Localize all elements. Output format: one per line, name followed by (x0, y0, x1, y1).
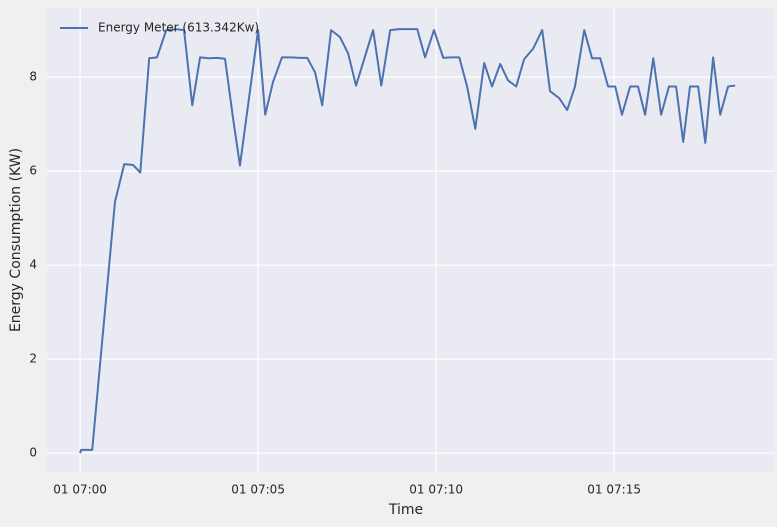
data-line (79, 28, 736, 454)
plot-area (47, 8, 774, 472)
x-tick-label: 01 07:00 (53, 483, 107, 497)
legend-label: Energy Meter (613.342Kw) (98, 21, 259, 35)
x-tick-label: 01 07:15 (587, 483, 641, 497)
y-tick-label: 2 (29, 352, 37, 366)
y-tick-label: 8 (29, 70, 37, 84)
y-axis-label: Energy Consumption (KW) (8, 148, 24, 332)
x-axis-label: Time (388, 502, 423, 518)
y-tick-label: 0 (29, 446, 37, 460)
y-tick-label: 6 (29, 164, 37, 178)
x-tick-label: 01 07:05 (231, 483, 285, 497)
y-tick-label: 4 (29, 258, 37, 272)
x-tick-label: 01 07:10 (409, 483, 463, 497)
